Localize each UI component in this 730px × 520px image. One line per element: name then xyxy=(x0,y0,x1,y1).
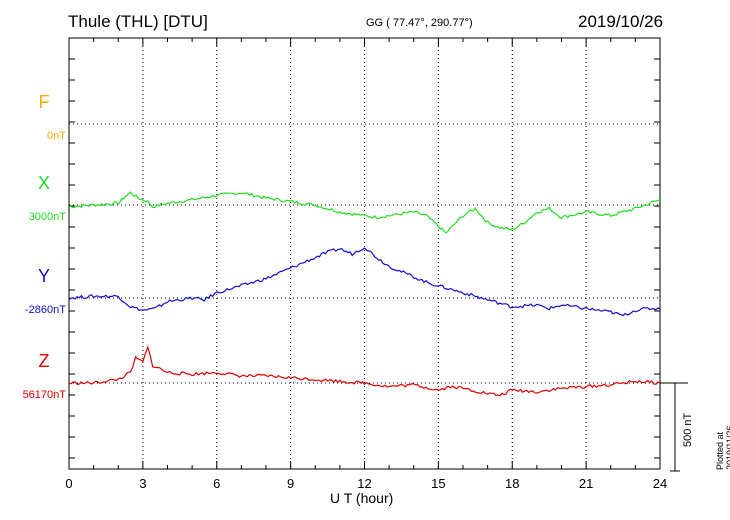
component-label-z: Z xyxy=(38,351,50,371)
coordinates-label: GG ( 77.47°, 290.77°) xyxy=(366,17,473,29)
x-tick-label: 24 xyxy=(653,476,667,491)
date-label: 2019/10/26 xyxy=(578,12,664,31)
series-line-x xyxy=(68,191,661,234)
x-tick-label: 15 xyxy=(431,476,445,491)
x-tick-label: 0 xyxy=(65,476,72,491)
x-tick-label: 3 xyxy=(139,476,146,491)
x-tick-label: 6 xyxy=(213,476,220,491)
station-title: Thule (THL) [DTU] xyxy=(68,12,208,31)
series-line-z xyxy=(68,345,661,397)
baseline-label-y: -2860nT xyxy=(25,304,66,316)
x-tick-label: 12 xyxy=(357,476,371,491)
series-line-y xyxy=(68,247,661,317)
scale-bar-label: 500 nT xyxy=(682,412,694,447)
component-label-y: Y xyxy=(37,266,50,286)
baseline-label-x: 3000nT xyxy=(28,211,66,223)
x-tick-label: 18 xyxy=(505,476,519,491)
baseline-label-z: 56170nT xyxy=(22,389,66,401)
baseline-label-f: 0nT xyxy=(47,130,66,142)
plotted-timestamp: Plotted at 2019/11/26 01:37 UT xyxy=(715,425,730,470)
component-label-x: X xyxy=(37,173,50,193)
x-tick-label: 9 xyxy=(287,476,294,491)
x-axis-label: U T (hour) xyxy=(330,490,394,506)
x-tick-label: 21 xyxy=(579,476,593,491)
component-label-f: F xyxy=(38,92,50,112)
